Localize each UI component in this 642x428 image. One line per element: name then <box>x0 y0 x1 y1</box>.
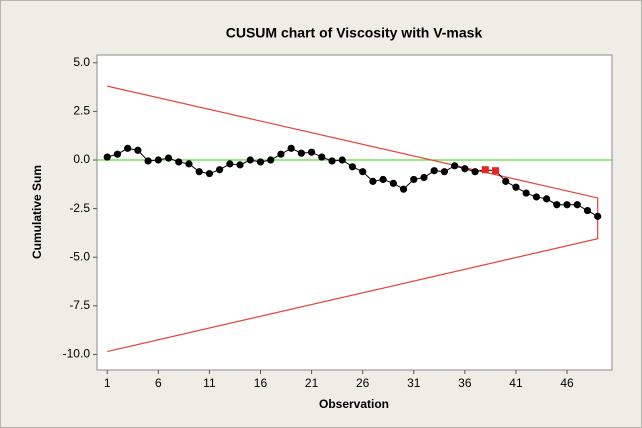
data-point <box>236 161 244 169</box>
data-point <box>226 160 234 168</box>
y-tick-label: -10.0 <box>63 347 91 361</box>
y-tick-label: 0.0 <box>73 152 90 166</box>
data-point <box>307 148 316 156</box>
data-point <box>359 168 367 176</box>
data-point <box>512 183 520 191</box>
y-tick-label: 5.0 <box>73 55 90 69</box>
data-point <box>124 144 132 152</box>
data-point <box>502 177 510 185</box>
y-tick-label: -5.0 <box>69 249 90 263</box>
x-tick-label: 41 <box>509 376 523 390</box>
y-tick-label: -2.5 <box>69 201 90 215</box>
data-point <box>297 149 305 157</box>
plot-area <box>96 54 613 371</box>
data-point <box>532 193 540 201</box>
data-point <box>430 167 438 175</box>
data-point <box>399 185 408 193</box>
data-point <box>553 201 561 209</box>
data-point <box>563 201 571 209</box>
data-point <box>369 177 377 185</box>
data-point <box>287 144 295 152</box>
data-point <box>440 168 449 176</box>
flagged-point <box>481 166 489 174</box>
data-point <box>410 175 418 184</box>
x-tick-label: 21 <box>305 376 319 390</box>
data-point <box>338 156 346 164</box>
data-point <box>175 158 183 166</box>
x-tick-label: 11 <box>203 376 216 390</box>
data-point <box>164 154 173 162</box>
data-point <box>113 150 122 158</box>
data-point <box>389 179 397 187</box>
data-point <box>522 189 530 197</box>
x-tick-label: 36 <box>458 376 472 390</box>
data-point <box>583 206 592 215</box>
flagged-point <box>492 167 500 175</box>
chart-title: CUSUM chart of Viscosity with V-mask <box>226 25 483 41</box>
x-tick-label: 31 <box>407 376 421 390</box>
x-tick-label: 1 <box>104 376 111 390</box>
data-point <box>461 165 469 173</box>
x-tick-label: 26 <box>356 376 370 390</box>
y-tick-label: -7.5 <box>69 298 90 312</box>
data-point <box>328 157 336 165</box>
x-tick-label: 6 <box>155 376 162 390</box>
data-point <box>195 168 203 176</box>
data-point <box>451 162 459 170</box>
data-point <box>103 153 111 161</box>
data-point <box>348 163 357 171</box>
y-axis-title: Cumulative Sum <box>30 165 44 259</box>
data-point <box>318 153 326 161</box>
data-point <box>205 170 214 178</box>
data-point <box>420 173 428 182</box>
data-point <box>134 146 142 154</box>
data-point <box>471 168 479 176</box>
x-tick-label: 46 <box>560 376 574 390</box>
data-point <box>543 195 551 203</box>
data-point <box>267 156 275 164</box>
data-point <box>573 201 581 209</box>
data-point <box>594 212 602 220</box>
data-point <box>216 166 224 174</box>
data-point <box>246 156 254 164</box>
y-tick-label: 2.5 <box>73 104 90 118</box>
x-tick-label: 16 <box>254 376 268 390</box>
data-point <box>154 156 162 164</box>
x-axis-title: Observation <box>319 397 389 411</box>
data-point <box>144 157 152 165</box>
data-point <box>379 175 387 184</box>
data-point <box>185 160 193 168</box>
data-point <box>277 150 285 158</box>
data-point <box>256 158 265 166</box>
